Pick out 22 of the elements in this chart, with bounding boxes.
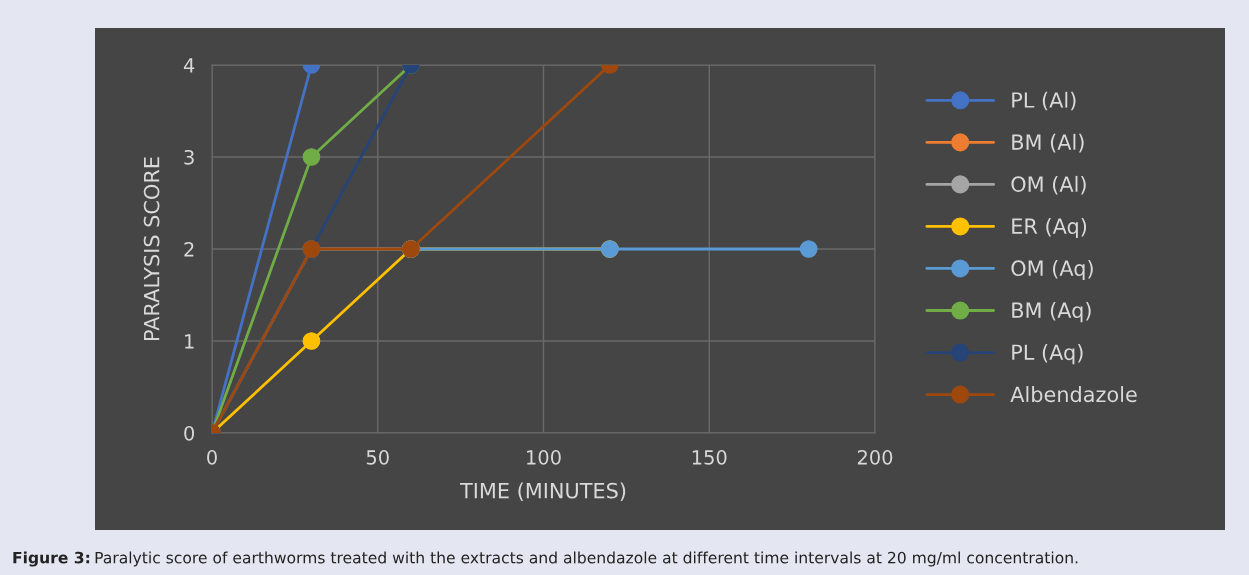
y-tick-label: 2 — [184, 241, 194, 257]
y-tick-label: 1 — [185, 334, 194, 349]
x-tick-label: 100 — [527, 450, 561, 465]
legend-label: PL (Al) — [1012, 91, 1076, 111]
legend-label: ER (Aq) — [1012, 217, 1087, 239]
x-tick-label: 0 — [207, 450, 217, 465]
x-tick-label: 200 — [857, 450, 893, 465]
legend-label: OM (Aq) — [1011, 259, 1093, 281]
legend-label: Albendazole — [1010, 386, 1137, 403]
legend-label: PL (Aq) — [1012, 344, 1083, 365]
x-axis-title: TIME (MINUTES) — [459, 482, 626, 501]
y-tick-label: 3 — [184, 149, 194, 165]
x-tick-label: 150 — [692, 450, 727, 465]
y-tick-label: 0 — [184, 425, 195, 441]
y-axis-title: PARALYSIS SCORE — [143, 157, 160, 340]
legend-label: BM (Al) — [1012, 133, 1084, 153]
legend-label: OM (Al) — [1011, 175, 1086, 195]
caption: Figure 3: Paralytic score of earthworms treated with the extracts and albendazole at different time intervals at 20 mg/ml concentration. — [13, 551, 1078, 567]
point — [799, 240, 818, 258]
x-tick-label: 50 — [366, 450, 389, 465]
y-tick-label: 4 — [183, 58, 195, 73]
legend-label: BM (Aq) — [1012, 302, 1091, 323]
